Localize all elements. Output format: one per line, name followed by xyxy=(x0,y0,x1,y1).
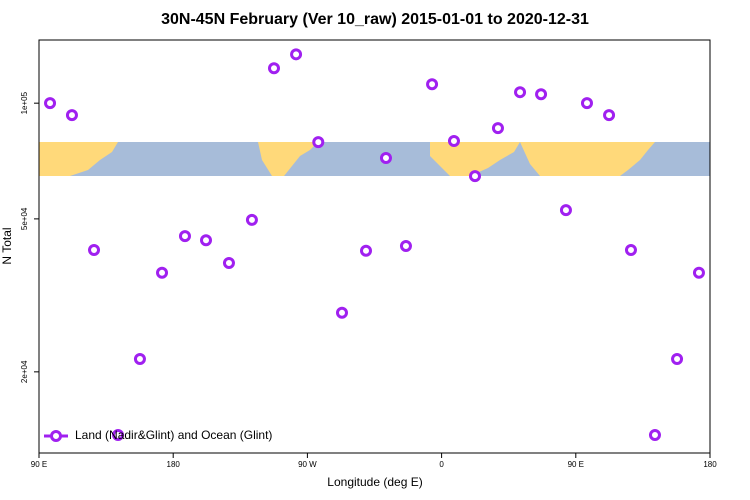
data-point xyxy=(692,266,705,279)
legend-marker xyxy=(50,430,62,442)
data-point xyxy=(379,152,392,165)
data-point xyxy=(88,243,101,256)
land xyxy=(430,142,520,176)
land xyxy=(520,142,655,176)
x-axis-label: Longitude (deg E) xyxy=(327,475,422,489)
data-point xyxy=(624,243,637,256)
world-map xyxy=(39,142,710,176)
data-point xyxy=(535,88,548,101)
y-tick-label: 1e+05 xyxy=(20,91,29,114)
data-point xyxy=(559,204,572,217)
data-point xyxy=(648,429,661,442)
data-point xyxy=(399,240,412,253)
data-point xyxy=(267,62,280,75)
y-tick-label: 5e+04 xyxy=(20,207,29,230)
x-tick-label: 180 xyxy=(703,460,717,469)
land xyxy=(39,142,118,176)
plot-frame xyxy=(38,39,711,454)
data-point xyxy=(491,122,504,135)
data-point xyxy=(580,97,593,110)
data-point xyxy=(65,109,78,122)
data-point xyxy=(245,213,258,226)
data-point xyxy=(603,109,616,122)
data-point xyxy=(469,170,482,183)
data-point xyxy=(222,256,235,269)
data-point xyxy=(290,48,303,61)
data-point xyxy=(360,244,373,257)
x-tick-label: 0 xyxy=(439,460,444,469)
data-point xyxy=(335,306,348,319)
data-point xyxy=(112,429,125,442)
x-tick-label: 90 W xyxy=(298,460,317,469)
y-axis-label: N Total xyxy=(0,227,14,264)
data-point xyxy=(133,352,146,365)
data-point xyxy=(156,266,169,279)
x-tick-label: 180 xyxy=(167,460,181,469)
data-point xyxy=(44,97,57,110)
data-point xyxy=(178,230,191,243)
x-tick-label: 90 E xyxy=(31,460,47,469)
data-point xyxy=(514,86,527,99)
land xyxy=(258,142,318,176)
y-tick-label: 2e+04 xyxy=(20,360,29,383)
data-point xyxy=(671,352,684,365)
data-point xyxy=(447,135,460,148)
chart-title: 30N-45N February (Ver 10_raw) 2015-01-01… xyxy=(161,11,589,28)
x-tick-label: 90 E xyxy=(568,460,584,469)
data-point xyxy=(312,136,325,149)
legend-label: Land (Nadir&Glint) and Ocean (Glint) xyxy=(75,428,272,442)
data-point xyxy=(200,234,213,247)
data-point xyxy=(426,78,439,91)
